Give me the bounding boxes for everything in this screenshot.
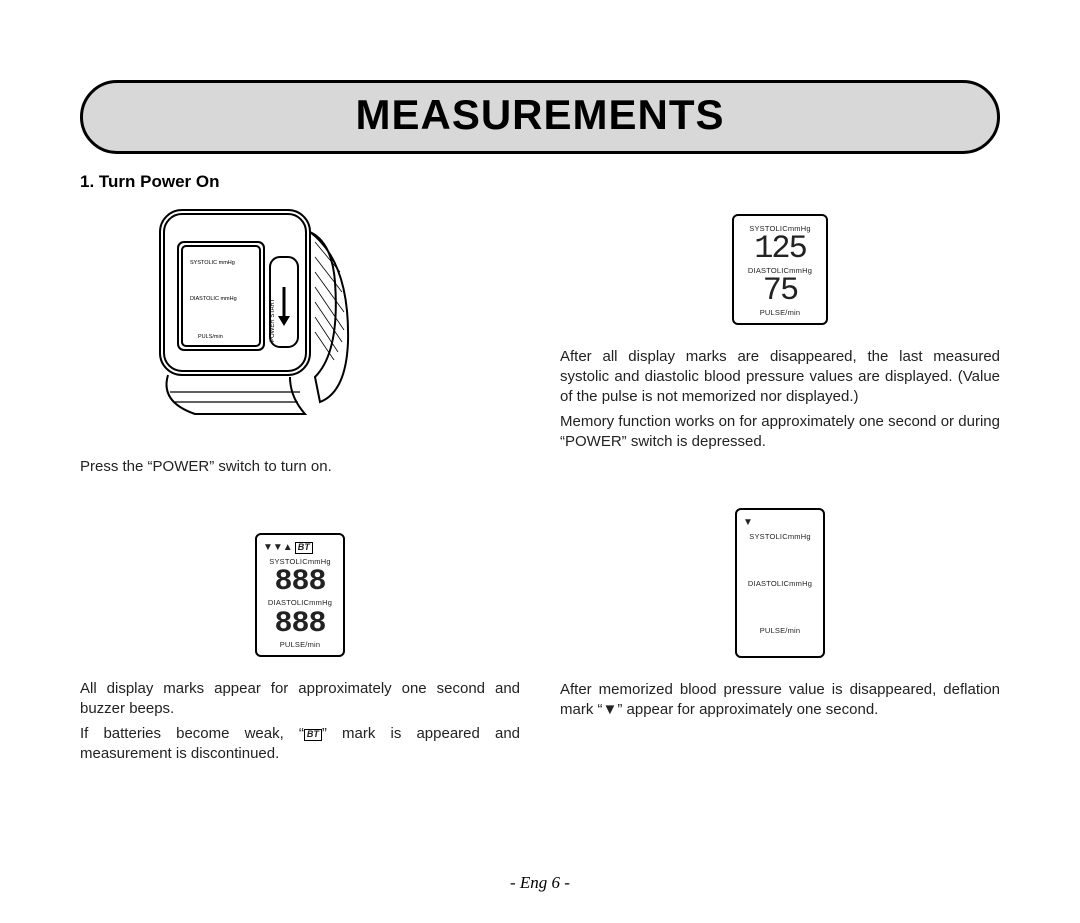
text-fragment: ” appear for approximately one second. [617,701,878,718]
pulse-label: PULSE/min [261,640,339,650]
lcd-memory-values: SYSTOLICmmHg 125 DIASTOLICmmHg 75 PULSE/… [732,214,828,325]
svg-text:SYSTOLIC mmHg: SYSTOLIC mmHg [190,260,235,266]
lcd-all-segments: ▼▼▲ BT SYSTOLICmmHg 888 DIASTOLICmmHg 88… [255,533,345,657]
blood-pressure-device-icon: POWER START [140,202,370,437]
instruction-text: Press the “POWER” switch to turn on. [80,457,520,477]
pulse-label: PULSE/min [741,626,819,636]
svg-text:DIASTOLIC mmHg: DIASTOLIC mmHg [190,296,237,302]
deflation-icon: ▼ [743,516,753,530]
diastolic-label: DIASTOLICmmHg [741,579,819,589]
diastolic-value: 888 [261,610,339,639]
lcd-top-row: ▼ [741,516,819,530]
page-footer: - Eng 6 - [0,873,1080,893]
right-column: SYSTOLICmmHg 125 DIASTOLICmmHg 75 PULSE/… [560,202,1000,768]
pulse-label: PULSE/min [738,308,822,318]
deflation-icon: ▼ [603,701,618,718]
battery-icon: BT [304,729,322,741]
svg-text:POWER START: POWER START [270,298,276,342]
lcd-deflation-mark: ▼ SYSTOLICmmHg DIASTOLICmmHg PULSE/min [735,508,825,658]
section-header: MEASUREMENTS [80,80,1000,154]
body-text: Memory function works on for approximate… [560,412,1000,453]
diastolic-value: 75 [738,277,822,306]
systolic-label: SYSTOLICmmHg [741,532,819,542]
body-text: After memorized blood pressure value is … [560,680,1000,721]
step-heading: 1. Turn Power On [80,172,1000,192]
battery-icon: BT [295,542,313,554]
two-column-layout: POWER START [80,202,1000,768]
left-column: POWER START [80,202,520,768]
svg-text:PULS/min: PULS/min [198,334,223,340]
systolic-value: 125 [738,235,822,264]
body-text: All display marks appear for approximate… [80,679,520,720]
body-text: If batteries become weak, “BT” mark is a… [80,724,520,765]
systolic-value: 888 [261,568,339,597]
deflation-icon: ▼▼▲ [263,541,293,555]
body-text: After all display marks are disappeared,… [560,347,1000,408]
section-title: MEASUREMENTS [83,91,997,139]
device-illustration: POWER START [80,202,520,457]
text-fragment: If batteries become weak, “ [80,725,304,742]
lcd-top-row: ▼▼▲ BT [261,541,339,555]
